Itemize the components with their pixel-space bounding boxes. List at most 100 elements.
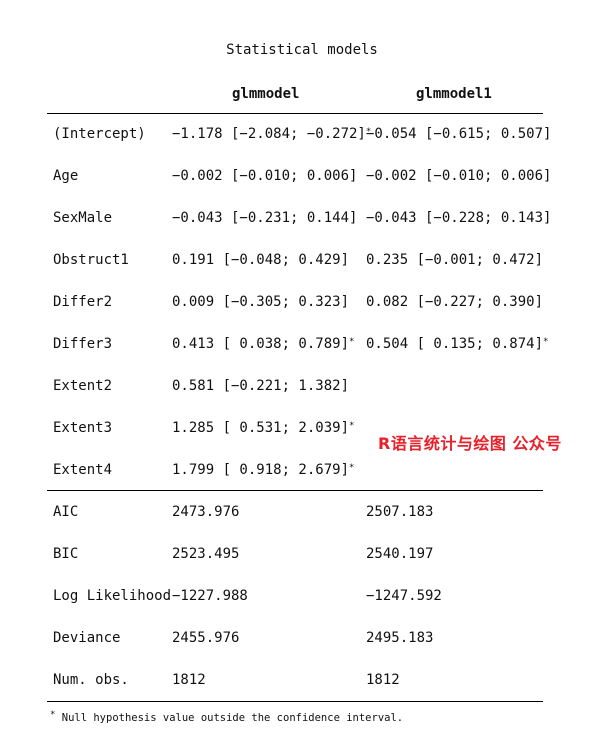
glmmodel1-value: 2540.197 [366,546,433,562]
term-label-text: Differ2 [53,294,113,310]
column-header-glmmodel: glmmodel [232,86,300,102]
midrule [47,490,543,491]
table-row: Obstruct1 0.191 [−0.048; 0.429] 0.235 [−0.… [0,252,604,272]
footnote: * Null hypothesis value outside the conf… [50,710,404,724]
significance-mark: * [349,421,355,431]
statistic-label: BIC [53,546,78,562]
table-row: (Intercept) −1.178 [−2.084; −0.272]* −0.05… [0,126,604,146]
glmmodel1-value-text: 1812 [366,672,400,688]
glmmodel1-value-text: 2495.183 [366,630,434,646]
table-row: Extent4 1.799 [ 0.918; 2.679]* [0,462,604,482]
term-label-text: Obstruct1 [53,252,129,268]
glmmodel-value: 2455.976 [172,630,239,646]
glmmodel-value: 2523.495 [172,546,239,562]
glmmodel1-value: 2495.183 [366,630,433,646]
statistic-label: AIC [53,504,78,520]
term-label-text: Extent4 [53,462,113,478]
glmmodel-value-text: −1227.988 [172,588,248,604]
term-label: Extent3 [53,420,112,436]
glmmodel-value-text: 1812 [172,672,206,688]
term-label-text: SexMale [53,210,113,226]
glmmodel1-value: 2507.183 [366,504,433,520]
table-row: SexMale −0.043 [−0.231; 0.144] −0.043 [−0.… [0,210,604,230]
glmmodel-value-text: 0.009 [−0.305; 0.323] [172,294,350,310]
table-row: Extent2 0.581 [−0.221; 1.382] [0,378,604,398]
glmmodel1-value-text: −0.054 [−0.615; 0.507] [366,126,552,142]
table-caption: Statistical models [226,42,378,58]
significance-mark: * [349,463,355,473]
glmmodel1-value-text: 0.082 [−0.227; 0.390] [366,294,544,310]
bottom-rule [47,701,543,702]
table-row: Num. obs. 1812 1812 [0,672,604,692]
term-label: Extent2 [53,378,112,394]
table-row: BIC 2523.495 2540.197 [0,546,604,566]
statistic-label-text: BIC [53,546,79,562]
glmmodel-value-text: 0.413 [ 0.038; 0.789] [172,336,350,352]
glmmodel1-value: −0.002 [−0.010; 0.006] [366,168,551,184]
glmmodel-value-text: 1.799 [ 0.918; 2.679] [172,462,350,478]
header-rule [47,113,543,114]
glmmodel-value-text: −0.002 [−0.010; 0.006] [172,168,358,184]
glmmodel1-value-text: 2540.197 [366,546,434,562]
statistic-label-text: Num. obs. [53,672,129,688]
table-row: Differ2 0.009 [−0.305; 0.323] 0.082 [−0.22… [0,294,604,314]
glmmodel-value: 1.285 [ 0.531; 2.039]* [172,420,354,436]
table-row: Differ3 0.413 [ 0.038; 0.789]* 0.504 [ 0.1… [0,336,604,356]
footnote-mark: * [50,710,56,720]
glmmodel-value: −1.178 [−2.084; −0.272]* [172,126,371,142]
glmmodel-value: −0.043 [−0.231; 0.144] [172,210,357,226]
glmmodel1-value: 0.082 [−0.227; 0.390] [366,294,543,310]
glmmodel-value: 0.581 [−0.221; 1.382] [172,378,349,394]
statistic-label: Log Likelihood [53,588,171,604]
glmmodel1-value: −0.043 [−0.228; 0.143] [366,210,551,226]
term-label: (Intercept) [53,126,146,142]
statistic-label: Deviance [53,630,120,646]
glmmodel1-value-text: −0.043 [−0.228; 0.143] [366,210,552,226]
term-label-text: Differ3 [53,336,113,352]
glmmodel1-value: 1812 [366,672,400,688]
glmmodel-value: 1812 [172,672,206,688]
table-row: AIC 2473.976 2507.183 [0,504,604,524]
glmmodel-value: −0.002 [−0.010; 0.006] [172,168,357,184]
table-row: Deviance 2455.976 2495.183 [0,630,604,650]
significance-mark: * [349,337,355,347]
statistic-label-text: Deviance [53,630,121,646]
glmmodel-value-text: −0.043 [−0.231; 0.144] [172,210,358,226]
glmmodel-value-text: 1.285 [ 0.531; 2.039] [172,420,350,436]
statistic-label: Num. obs. [53,672,129,688]
watermark-text: R语言统计与绘图 公众号 [378,434,562,453]
term-label: Extent4 [53,462,112,478]
glmmodel1-value: 0.235 [−0.001; 0.472] [366,252,543,268]
term-label-text: Extent2 [53,378,113,394]
term-label: Age [53,168,78,184]
term-label: Differ2 [53,294,112,310]
term-label-text: Age [53,168,79,184]
table-row: Extent3 1.285 [ 0.531; 2.039]* [0,420,604,440]
glmmodel-value-text: 2473.976 [172,504,240,520]
term-label-text: Extent3 [53,420,113,436]
term-label-text: (Intercept) [53,126,146,142]
glmmodel1-value-text: 2507.183 [366,504,434,520]
glmmodel-value-text: −1.178 [−2.084; −0.272] [172,126,366,142]
glmmodel-value: 0.009 [−0.305; 0.323] [172,294,349,310]
glmmodel-value-text: 2455.976 [172,630,240,646]
glmmodel-value: 1.799 [ 0.918; 2.679]* [172,462,354,478]
glmmodel-value-text: 2523.495 [172,546,240,562]
footnote-text: Null hypothesis value outside the confid… [55,712,404,724]
glmmodel1-value-text: −1247.592 [366,588,442,604]
glmmodel-value: 0.413 [ 0.038; 0.789]* [172,336,354,352]
glmmodel1-value-text: 0.504 [ 0.135; 0.874] [366,336,544,352]
glmmodel-value-text: 0.581 [−0.221; 1.382] [172,378,350,394]
significance-mark: * [365,127,372,137]
table-row: Log Likelihood −1227.988 −1247.592 [0,588,604,608]
significance-mark: * [543,337,549,347]
statistic-label-text: AIC [53,504,79,520]
table-row: Age −0.002 [−0.010; 0.006] −0.002 [−0.010;… [0,168,604,188]
term-label: Differ3 [53,336,112,352]
term-label: Obstruct1 [53,252,129,268]
glmmodel-value: 0.191 [−0.048; 0.429] [172,252,349,268]
glmmodel-value: 2473.976 [172,504,239,520]
glmmodel1-value-text: 0.235 [−0.001; 0.472] [366,252,544,268]
glmmodel1-value: −0.054 [−0.615; 0.507] [366,126,551,142]
statistic-label-text: Log Likelihood [53,588,172,604]
